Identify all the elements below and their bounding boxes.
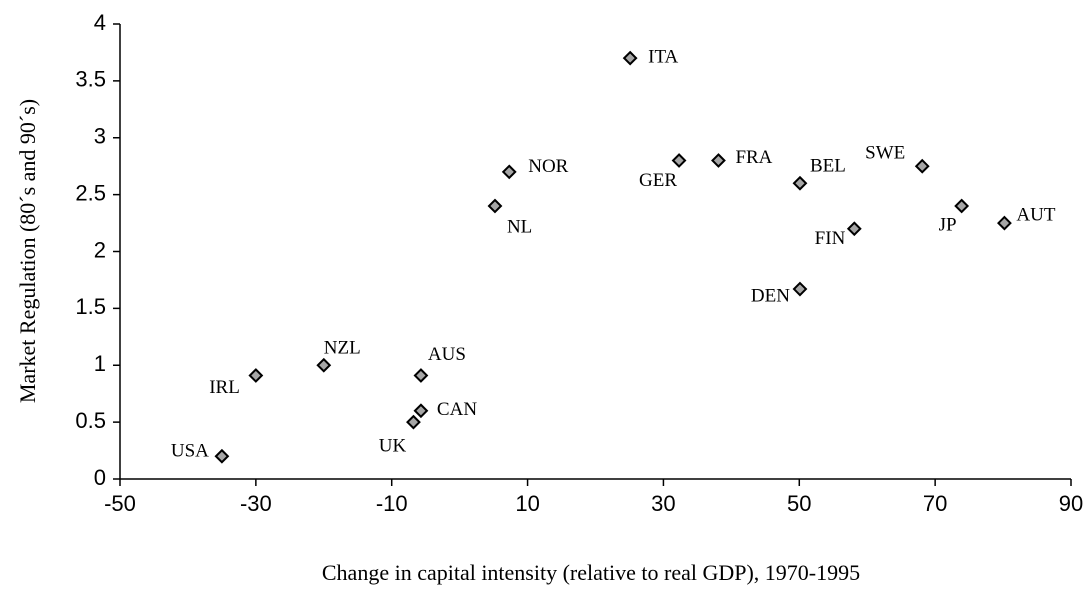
point-label: ITA [648,46,678,67]
point [846,221,862,237]
y-tick-label: 4 [94,10,106,35]
y-tick-label: 0 [94,465,106,490]
point-label: JP [939,214,957,235]
point [914,158,930,174]
point-label: USA [171,441,209,462]
point [413,403,429,419]
y-tick-label: 0.5 [75,408,106,433]
y-tick-label: 2.5 [75,180,106,205]
y-tick-label: 1 [94,351,106,376]
point [248,368,264,383]
point-label: NOR [528,156,568,177]
point [487,198,503,214]
point [954,198,970,214]
point [622,50,638,66]
point-label: DEN [751,285,790,306]
x-tick-label: 10 [515,491,539,516]
point [413,368,429,383]
point [792,175,808,191]
x-tick-label: 70 [923,491,947,516]
x-axis-title: Change in capital intensity (relative to… [322,560,860,585]
x-tick-label: 90 [1059,491,1083,516]
point-label: SWE [865,143,905,164]
point [671,153,687,168]
point [406,414,421,430]
x-tick-label: 50 [787,491,811,516]
point-label: NZL [324,338,361,359]
point-label: GER [639,170,677,191]
point [214,448,230,464]
point-label: AUT [1016,204,1055,225]
point-label: FIN [815,228,846,249]
point [997,215,1012,231]
y-tick-label: 2 [94,237,106,262]
point-label: NL [507,216,532,237]
x-tick-label: -10 [376,491,408,516]
x-tick-label: 30 [651,491,675,516]
point [316,357,332,373]
point-label: IRL [209,377,240,398]
point-label: UK [379,435,407,456]
point [711,153,726,168]
point-label: FRA [735,147,772,168]
point-label: AUS [428,344,466,365]
point [792,281,808,297]
y-axis-title: Market Regulation (80´s and 90´s) [15,99,40,403]
y-tick-label: 1.5 [75,294,106,319]
x-tick-label: -30 [240,491,272,516]
point-label: BEL [810,156,846,177]
point-label: CAN [437,399,477,420]
y-tick-label: 3.5 [75,67,106,92]
x-tick-label: -50 [104,491,136,516]
y-tick-label: 3 [94,124,106,149]
point [501,164,517,180]
